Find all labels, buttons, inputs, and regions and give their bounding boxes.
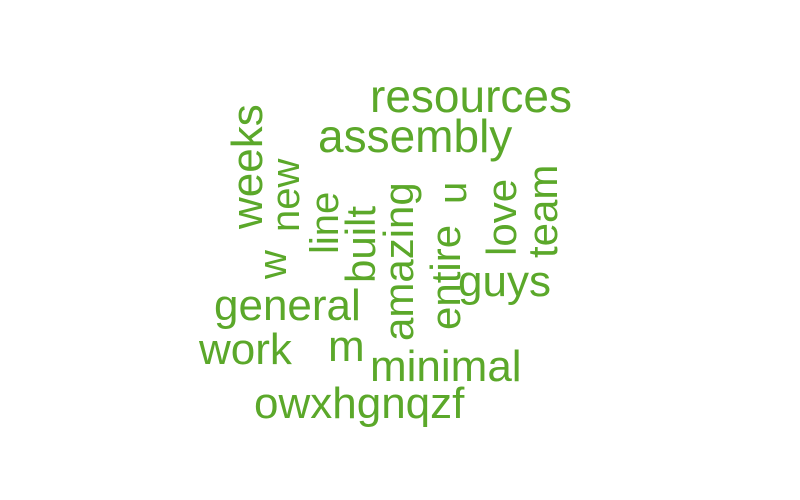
word-m: m — [328, 322, 365, 371]
word-work: work — [199, 325, 292, 374]
word-love: love — [478, 178, 525, 256]
word-amazing: amazing — [375, 182, 422, 341]
word-resources: resources — [370, 70, 572, 122]
word-w: w — [251, 250, 295, 279]
word-assembly: assembly — [318, 110, 513, 162]
word-minimal: minimal — [370, 342, 522, 391]
word-u: u — [431, 181, 475, 204]
word-guys: guys — [458, 257, 551, 306]
word-team: team — [519, 164, 566, 258]
word-new: new — [264, 158, 308, 232]
word-general: general — [214, 281, 361, 330]
word-owxhgnqzf: owxhgnqzf — [254, 379, 465, 428]
